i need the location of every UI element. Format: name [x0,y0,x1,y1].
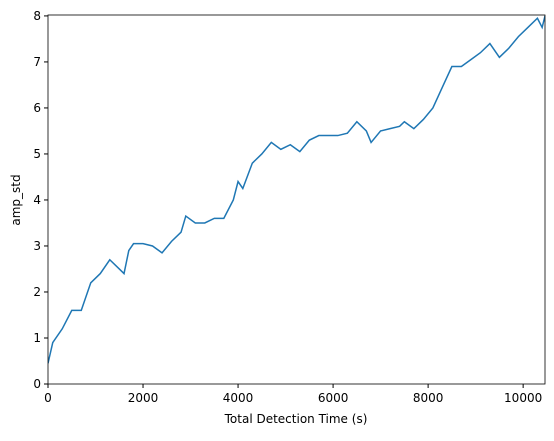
x-tick-label: 0 [44,391,52,405]
y-tick-label: 2 [33,285,41,299]
y-tick-label: 6 [33,101,41,115]
x-axis-label: Total Detection Time (s) [224,412,368,426]
x-tick-label: 4000 [223,391,254,405]
line-series [48,15,545,364]
plot-frame [47,14,546,385]
y-tick-label: 8 [33,9,41,23]
y-axis-label: amp_std [9,174,23,225]
y-tick-label: 7 [33,55,41,69]
x-tick-label: 10000 [504,391,542,405]
x-tick-label: 6000 [318,391,349,405]
y-tick-label: 0 [33,377,41,391]
x-tick-label: 2000 [128,391,159,405]
x-tick-label: 8000 [413,391,444,405]
y-tick-label: 4 [33,193,41,207]
y-tick-label: 5 [33,147,41,161]
y-tick-label: 1 [33,331,41,345]
y-tick-label: 3 [33,239,41,253]
